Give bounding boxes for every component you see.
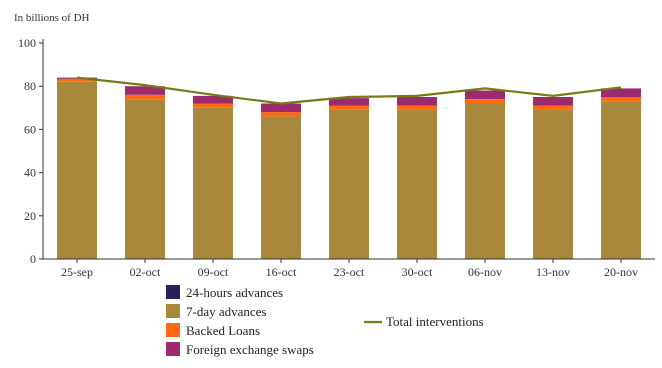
legend-item-total-interventions: Total interventions (364, 314, 484, 329)
total-interventions-line (76, 76, 622, 105)
legend-item-7-day-advances: 7-day advances (166, 304, 267, 319)
bar-7-day-advances-30-oct (397, 110, 437, 259)
bar-foreign-exchange-swaps-20-nov (601, 88, 641, 97)
bar-7-day-advances-25-sep (57, 81, 97, 260)
total-line-group (76, 76, 622, 105)
bar-foreign-exchange-swaps-06-nov (465, 90, 505, 100)
legend-label-foreign-exchange-swaps: Foreign exchange swaps (186, 342, 314, 357)
bar-backed-loans-02-oct (125, 94, 165, 100)
bar-backed-loans-13-nov (533, 105, 573, 110)
legend-swatch-foreign-exchange-swaps (166, 342, 180, 356)
y-tick-label-40: 40 (24, 166, 36, 180)
x-tick-label-13-nov: 13-nov (536, 265, 570, 279)
bar-7-day-advances-06-nov (465, 103, 505, 259)
y-tick-label-60: 60 (24, 122, 36, 136)
bar-backed-loans-25-sep (57, 78, 97, 82)
bars-group (57, 77, 641, 260)
legend-swatch-7-day-advances (166, 304, 180, 318)
bar-7-day-advances-23-oct (329, 110, 369, 259)
y-tick-label-0: 0 (30, 252, 36, 266)
bar-7-day-advances-13-nov (533, 110, 573, 259)
x-tick-label-30-oct: 30-oct (402, 265, 433, 279)
x-tick-label-16-oct: 16-oct (266, 265, 297, 279)
bar-foreign-exchange-swaps-13-nov (533, 97, 573, 106)
bar-backed-loans-30-oct (397, 105, 437, 110)
legend-label-total-interventions: Total interventions (386, 314, 484, 329)
y-tick-label-100: 100 (18, 36, 36, 50)
bar-backed-loans-06-nov (465, 99, 505, 104)
x-tick-label-23-oct: 23-oct (334, 265, 365, 279)
legend-swatch-backed-loans (166, 323, 180, 337)
legend-item-backed-loans: Backed Loans (166, 323, 260, 338)
bar-backed-loans-09-oct (193, 103, 233, 108)
legend-item-foreign-exchange-swaps: Foreign exchange swaps (166, 342, 314, 357)
bar-7-day-advances-02-oct (125, 99, 165, 259)
legend: 24-hours advances 7-day advances Backed Lo… (166, 285, 484, 357)
legend-label-7-day-advances: 7-day advances (186, 304, 267, 319)
y-tick-label-20: 20 (24, 209, 36, 223)
bar-foreign-exchange-swaps-16-oct (261, 103, 301, 113)
x-tick-label-25-sep: 25-sep (61, 265, 93, 279)
x-tick-label-20-nov: 20-nov (604, 265, 638, 279)
axes-group: 0 20 40 60 80 100 25-sep 02-oct 09-oct 16-oct 23-o… (18, 36, 655, 279)
x-tick-label-09-oct: 09-oct (198, 265, 229, 279)
legend-swatch-24-hours-advances (166, 285, 180, 299)
bar-backed-loans-23-oct (329, 105, 369, 110)
bar-foreign-exchange-swaps-23-oct (329, 98, 369, 106)
bar-backed-loans-16-oct (261, 112, 301, 117)
bar-foreign-exchange-swaps-09-oct (193, 95, 233, 104)
legend-label-24-hours-advances: 24-hours advances (186, 285, 283, 300)
unit-label: In billions of DH (14, 12, 90, 24)
x-tick-label-06-nov: 06-nov (468, 265, 502, 279)
y-tick-label-80: 80 (24, 79, 36, 93)
x-tick-label-02-oct: 02-oct (130, 265, 161, 279)
bar-foreign-exchange-swaps-30-oct (397, 97, 437, 106)
bar-7-day-advances-09-oct (193, 107, 233, 259)
bar-7-day-advances-20-nov (601, 101, 641, 259)
bar-foreign-exchange-swaps-02-oct (125, 86, 165, 95)
bar-7-day-advances-16-oct (261, 116, 301, 260)
legend-label-backed-loans: Backed Loans (186, 323, 260, 338)
bar-backed-loans-20-nov (601, 97, 641, 102)
legend-item-24-hours-advances: 24-hours advances (166, 285, 283, 300)
